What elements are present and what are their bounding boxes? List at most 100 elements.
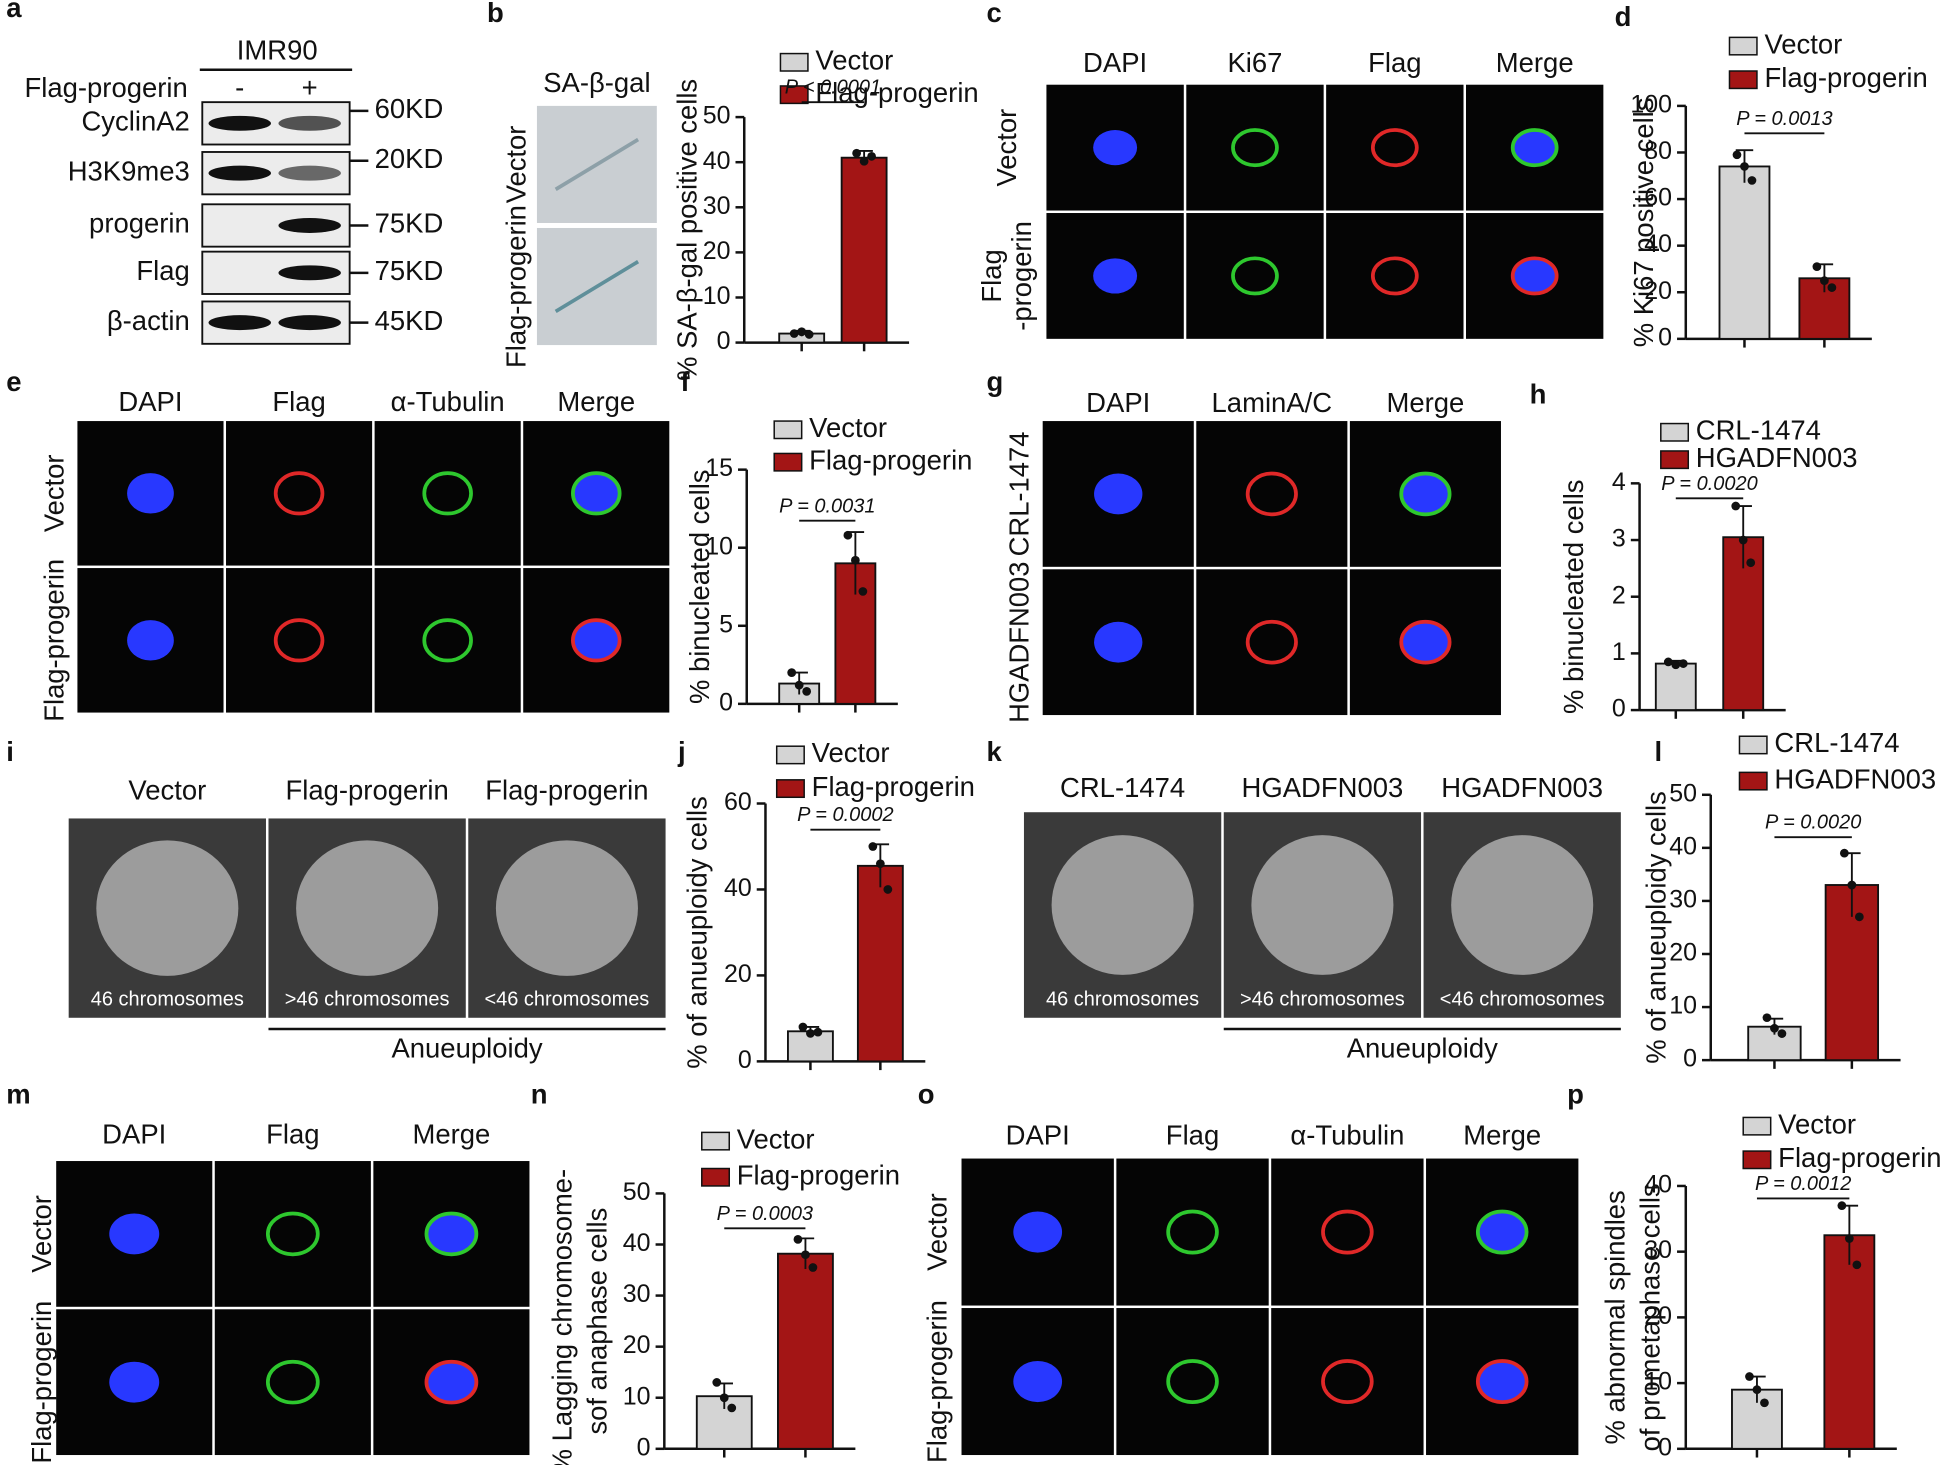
micrograph (1271, 1308, 1424, 1456)
blot-band (278, 115, 341, 131)
data-point (727, 1403, 737, 1413)
blot-row-label: β-actin (107, 305, 190, 336)
micrograph (214, 1309, 371, 1456)
micrograph (374, 421, 521, 566)
nucleus (422, 471, 473, 516)
panel-letter: g (986, 366, 1003, 397)
blot-band (278, 165, 341, 181)
nucleus (1399, 471, 1452, 517)
legend-label: Vector (737, 1123, 815, 1154)
row-label: CRL-1474 (1004, 432, 1035, 557)
nucleus (1166, 1359, 1219, 1404)
image-caption: <46 chromosomes (485, 989, 650, 1011)
y-tick-label: 10 (1644, 1368, 1672, 1396)
y-tick-label: 20 (724, 960, 752, 988)
nucleus (1093, 258, 1138, 294)
legend-swatch (701, 1131, 731, 1151)
y-tick-label: 0 (637, 1433, 651, 1461)
data-point (1852, 1260, 1862, 1270)
micrograph (226, 568, 373, 713)
y-tick-label: 20 (1669, 939, 1697, 967)
micrograph (1326, 213, 1464, 339)
panel-letter: d (1615, 1, 1632, 32)
size-label: 60KD (375, 93, 444, 124)
blot-band (278, 265, 341, 281)
y-tick-label: 30 (623, 1280, 651, 1308)
data-point (859, 156, 869, 166)
group-label: Anueuploidy (391, 1032, 542, 1063)
nucleus (1510, 256, 1559, 296)
data-point (806, 1029, 815, 1038)
y-tick-label: 10 (1669, 992, 1697, 1020)
blot-row-label: CyclinA2 (81, 106, 189, 137)
column-header: SA-β-gal (543, 67, 650, 98)
nucleus (1093, 130, 1138, 166)
cell-stain (554, 137, 640, 191)
y-tick-label: 40 (703, 147, 731, 175)
micrograph (1116, 1308, 1269, 1456)
data-point (1854, 912, 1864, 922)
p-value: P = 0.0003 (717, 1203, 813, 1225)
column-header: Flag (266, 1118, 319, 1149)
chromosome-spread (96, 840, 239, 976)
nucleus (1245, 619, 1298, 665)
y-tick-label: 40 (1644, 230, 1672, 258)
micrograph (1196, 421, 1348, 567)
data-point (1839, 848, 1849, 858)
legend-swatch (779, 52, 809, 72)
nucleus (1510, 128, 1559, 168)
data-point (875, 859, 885, 869)
row-label: Vector (26, 1195, 57, 1273)
legend-label: Flag-progerin (1764, 62, 1927, 93)
legend-label: Vector (809, 412, 887, 443)
blot-band (208, 315, 271, 331)
data-point (883, 885, 893, 894)
bar (856, 864, 904, 1063)
data-point (794, 680, 804, 690)
nucleus (127, 473, 174, 514)
y-tick-label: 1 (1612, 638, 1626, 666)
row-label: Vector (921, 1193, 952, 1271)
data-point (1837, 1201, 1847, 1211)
data-point (813, 1027, 823, 1037)
nucleus (265, 1359, 320, 1405)
nucleus (273, 618, 325, 663)
data-point (1827, 283, 1837, 292)
row-label: Vector (500, 126, 531, 204)
legend-label: CRL-1474 (1774, 727, 1899, 758)
bar (1823, 1234, 1876, 1450)
legend-swatch (701, 1167, 731, 1187)
row-label: HGADFN003 (1004, 562, 1035, 723)
y-tick-label: 30 (1644, 1236, 1672, 1264)
row-label: Flag-progerin (500, 205, 531, 368)
legend-swatch (1738, 735, 1768, 755)
y-tick-label: 0 (1658, 1433, 1672, 1461)
micrograph (1196, 569, 1348, 716)
legend-label: HGADFN003 (1696, 442, 1858, 473)
column-header: LaminA/C (1212, 387, 1333, 418)
legend-swatch (1728, 70, 1758, 90)
bar (777, 1252, 834, 1450)
nucleus (1321, 1209, 1374, 1255)
nucleus (424, 1211, 479, 1257)
micrograph (374, 568, 521, 713)
column-header: HGADFN003 (1242, 772, 1404, 803)
y-tick-label: 0 (719, 688, 733, 716)
panel-letter: j (677, 736, 686, 767)
y-tick-label: 40 (724, 874, 752, 902)
data-point (1678, 659, 1688, 668)
y-tick-label: 100 (1630, 91, 1672, 119)
y-tick-label: 0 (738, 1046, 752, 1074)
legend-label: Flag-progerin (1778, 1142, 1941, 1173)
column-header: Flag (1166, 1120, 1219, 1151)
nucleus (1475, 1359, 1529, 1404)
legend-swatch (1738, 771, 1768, 791)
nucleus (1370, 256, 1419, 296)
data-point (851, 555, 860, 565)
y-axis-label: % binucleated cells (684, 470, 715, 704)
column-header: Merge (1463, 1120, 1541, 1151)
row-label: Flag-progerin (26, 1301, 57, 1464)
column-header: Vector (128, 775, 206, 806)
panel-letter: c (986, 0, 1001, 28)
data-point (1663, 657, 1673, 667)
